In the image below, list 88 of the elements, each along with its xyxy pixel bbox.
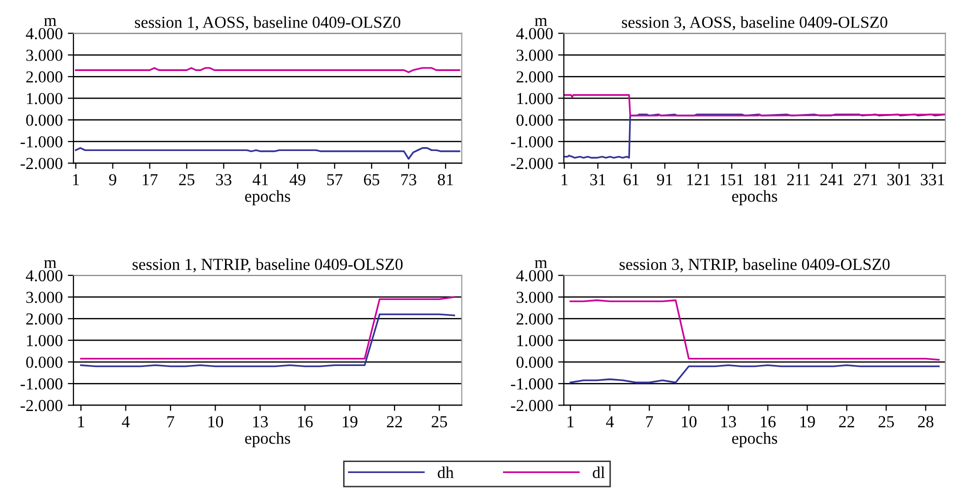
x-tick-label: 13 xyxy=(721,416,736,428)
y-tick-label: 0.000 xyxy=(26,114,62,126)
x-tick-label: 16 xyxy=(298,416,313,428)
x-tick-label: 19 xyxy=(800,416,815,428)
x-tick-label: 31 xyxy=(590,174,606,186)
y-tick-label: 4.000 xyxy=(516,28,553,40)
x-axis-title: epochs xyxy=(732,432,778,448)
y-tick-label: -1.000 xyxy=(20,378,62,390)
y-tick-label: -2.000 xyxy=(20,400,62,412)
y-tick-label: 1.000 xyxy=(27,92,62,104)
y-tick-label: -2.000 xyxy=(510,400,553,412)
x-tick-label: 73 xyxy=(401,174,416,186)
x-tick-label: 1 xyxy=(568,416,574,428)
x-tick-label: 10 xyxy=(682,416,697,428)
y-tick-label: 3.000 xyxy=(26,292,62,304)
x-tick-label: 13 xyxy=(253,416,268,428)
line-series xyxy=(74,147,460,160)
y-tick-label: 3.000 xyxy=(26,50,62,61)
x-tick-label: 25 xyxy=(878,416,894,428)
y-tick-label: -1.000 xyxy=(510,378,553,390)
y-tick-label: 0.000 xyxy=(516,114,553,126)
y-tick-label: -2.000 xyxy=(20,158,62,170)
y-tick-label: 1.000 xyxy=(27,335,62,346)
x-tick-label: 1 xyxy=(73,174,79,186)
y-tick-label: -2.000 xyxy=(510,158,553,170)
y-tick-label: 4.000 xyxy=(516,270,553,282)
x-tick-label: 1 xyxy=(78,416,84,428)
x-tick-label: 19 xyxy=(342,416,358,428)
x-tick-label: 25 xyxy=(432,416,448,428)
x-tick-label: 65 xyxy=(364,174,380,186)
x-tick-label: 17 xyxy=(142,174,158,186)
y-tick-label: 4.000 xyxy=(26,270,62,282)
y-axis-title: m xyxy=(534,260,548,268)
y-tick-label: 4.000 xyxy=(26,28,62,40)
chart-title: session 3, AOSS, baseline 0409-OLSZ0 xyxy=(622,16,888,30)
legend-label: dl xyxy=(592,466,605,478)
y-tick-label: 2.000 xyxy=(516,71,553,83)
x-tick-label: 22 xyxy=(386,416,402,428)
legend-label: dh xyxy=(438,466,454,478)
x-tick-label: 33 xyxy=(216,174,232,186)
x-tick-label: 4 xyxy=(606,416,614,428)
x-tick-label: 22 xyxy=(839,416,854,428)
x-tick-label: 1 xyxy=(562,174,568,186)
line-series xyxy=(80,314,456,368)
x-axis-title: epochs xyxy=(245,190,290,206)
x-tick-label: 151 xyxy=(720,174,744,186)
line-series xyxy=(570,299,940,361)
x-tick-label: 9 xyxy=(109,174,116,186)
x-axis-title: epochs xyxy=(732,190,778,206)
y-axis-title: m xyxy=(44,18,56,26)
x-axis-title: epochs xyxy=(245,432,290,448)
y-tick-label: 2.000 xyxy=(26,313,62,325)
x-tick-label: 61 xyxy=(624,174,639,186)
x-tick-label: 16 xyxy=(760,416,776,428)
chart-title: session 3, NTRIP, baseline 0409-OLSZ0 xyxy=(620,258,890,272)
x-tick-label: 331 xyxy=(920,174,944,186)
x-tick-label: 41 xyxy=(252,174,268,186)
x-tick-label: 181 xyxy=(754,174,777,186)
y-tick-label: 2.000 xyxy=(516,313,553,325)
y-tick-label: 0.000 xyxy=(26,356,62,368)
x-tick-label: 7 xyxy=(167,416,174,428)
x-tick-label: 211 xyxy=(787,174,810,186)
y-tick-label: 3.000 xyxy=(516,292,553,304)
y-tick-label: 1.000 xyxy=(517,92,553,104)
x-tick-label: 57 xyxy=(327,174,342,186)
x-tick-label: 271 xyxy=(854,174,878,186)
x-tick-label: 91 xyxy=(656,174,672,186)
x-tick-label: 49 xyxy=(290,174,306,186)
x-tick-label: 81 xyxy=(438,174,453,186)
x-tick-label: 7 xyxy=(646,416,654,428)
chart-title: session 1, AOSS, baseline 0409-OLSZ0 xyxy=(134,16,400,30)
y-tick-label: -1.000 xyxy=(20,136,62,148)
y-tick-label: 1.000 xyxy=(517,335,553,346)
chart-title: session 1, NTRIP, baseline 0409-OLSZ0 xyxy=(132,258,403,272)
y-tick-label: 3.000 xyxy=(516,50,553,61)
y-tick-label: -1.000 xyxy=(510,136,553,148)
y-tick-label: 0.000 xyxy=(516,356,553,368)
x-tick-label: 301 xyxy=(887,174,911,186)
x-tick-label: 121 xyxy=(687,174,710,186)
y-axis-title: m xyxy=(534,18,548,26)
line-series xyxy=(570,364,940,384)
x-tick-label: 4 xyxy=(122,416,130,428)
y-axis-title: m xyxy=(44,260,56,268)
x-tick-label: 25 xyxy=(179,174,194,186)
x-tick-label: 28 xyxy=(918,416,934,428)
x-tick-label: 241 xyxy=(820,174,844,186)
x-tick-label: 10 xyxy=(208,416,224,428)
y-tick-label: 2.000 xyxy=(26,71,62,83)
